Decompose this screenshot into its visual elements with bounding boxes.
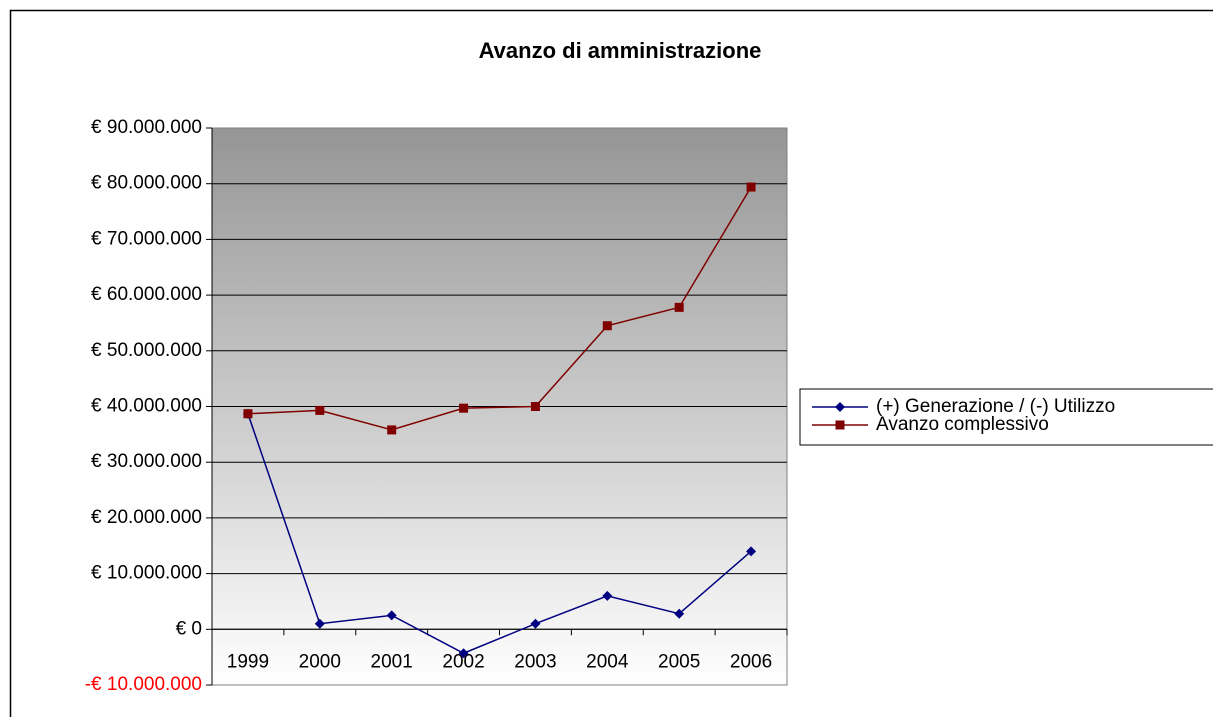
marker <box>746 546 757 557</box>
marker <box>243 409 253 419</box>
series-line <box>247 186 752 431</box>
x-tick-label: 2000 <box>299 651 341 672</box>
x-tick-label: 1999 <box>227 651 269 672</box>
series-line <box>247 413 752 655</box>
chart-title: Avanzo di amministrazione <box>479 38 762 63</box>
y-tick-label: € 20.000.000 <box>91 507 202 528</box>
y-tick-label: € 70.000.000 <box>91 228 202 249</box>
x-tick-label: 2004 <box>586 651 629 672</box>
marker <box>314 618 325 629</box>
x-tick-label: 2003 <box>514 651 556 672</box>
legend-marker <box>835 420 845 430</box>
y-tick-label: € 40.000.000 <box>91 396 202 417</box>
x-tick-label: 2006 <box>730 651 772 672</box>
legend <box>799 388 1213 446</box>
y-tick-label: -€ 10.000.000 <box>85 674 202 695</box>
y-tick-label: € 80.000.000 <box>91 173 202 194</box>
marker <box>386 610 397 621</box>
y-tick-label: € 0 <box>176 618 202 639</box>
marker <box>530 618 541 629</box>
legend-label: (+) Generazione / (-) Utilizzo <box>876 396 1115 417</box>
x-tick-label: 2005 <box>658 651 700 672</box>
marker <box>674 302 684 312</box>
marker <box>387 425 397 435</box>
x-tick-label: 2002 <box>442 651 484 672</box>
legend-marker <box>835 402 845 412</box>
marker <box>602 321 612 331</box>
legend-label: Avanzo complessivo <box>876 414 1049 435</box>
marker <box>674 608 685 619</box>
marker <box>315 405 325 415</box>
marker <box>458 648 469 659</box>
y-tick-label: € 50.000.000 <box>91 340 202 361</box>
y-tick-label: € 90.000.000 <box>91 117 202 138</box>
marker <box>746 182 756 192</box>
y-tick-label: € 30.000.000 <box>91 451 202 472</box>
x-tick-label: 2001 <box>371 651 413 672</box>
marker <box>602 590 613 601</box>
marker <box>459 403 469 413</box>
marker <box>530 402 540 411</box>
y-tick-label: € 10.000.000 <box>91 563 202 584</box>
y-tick-label: € 60.000.000 <box>91 284 202 305</box>
